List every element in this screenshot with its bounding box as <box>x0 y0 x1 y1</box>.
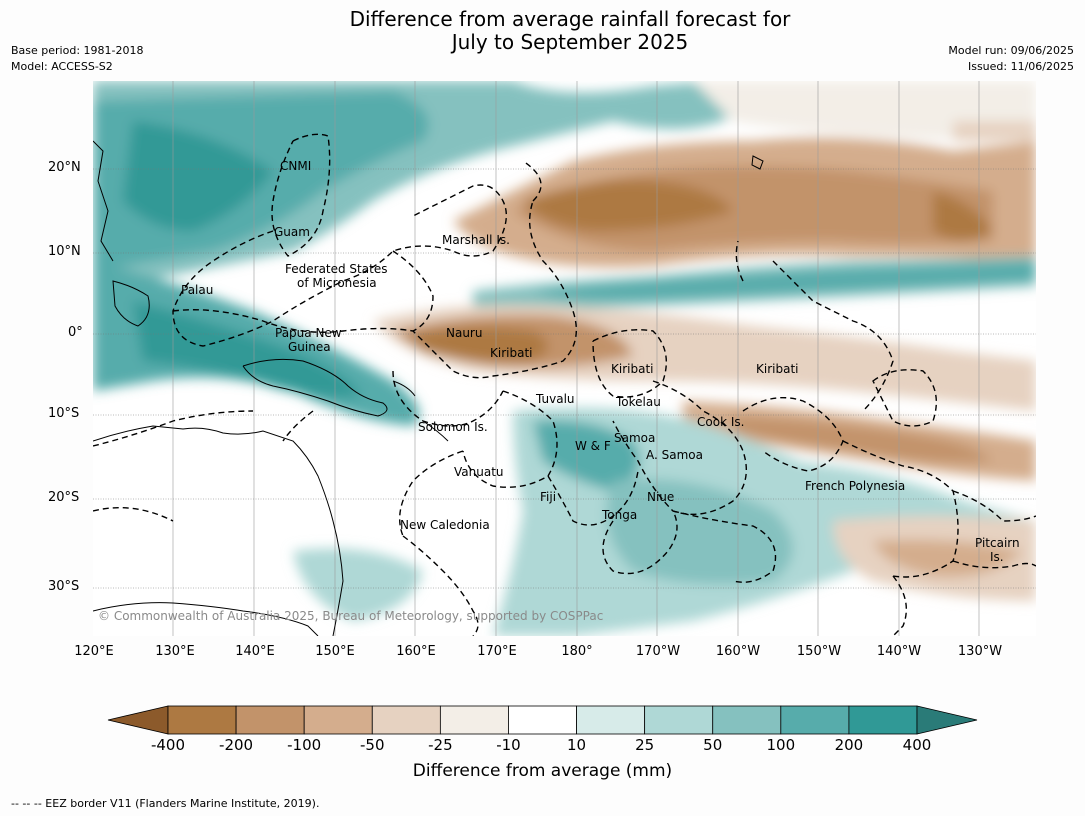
lon-label-150w: 150°W <box>796 644 842 659</box>
place-new-caledonia: New Caledonia <box>400 518 490 532</box>
eez-borders <box>93 133 1036 636</box>
colorbar-tick-label: -10 <box>496 736 521 754</box>
map-svg <box>93 81 1036 636</box>
lon-label-140w: 140°W <box>876 644 922 659</box>
lat-label-30s: 30°S <box>48 579 80 594</box>
colorbar-tick-label: -100 <box>287 736 322 754</box>
lon-label-130w: 130°W <box>957 644 1003 659</box>
colorbar-tick-label: 200 <box>834 736 864 754</box>
colorbar-tick-label: -50 <box>360 736 385 754</box>
place-nauru: Nauru <box>446 326 483 340</box>
place-palau: Palau <box>181 283 214 297</box>
colorbar-extend-low <box>107 705 169 735</box>
colorbar-cell <box>167 705 237 735</box>
issued-date: Issued: 11/06/2025 <box>967 60 1074 73</box>
colorbar-cell <box>780 705 850 735</box>
lat-label-0: 0° <box>68 325 83 340</box>
place-tuvalu: Tuvalu <box>536 392 575 406</box>
colorbar-cell <box>371 705 441 735</box>
rainfall-anomaly-field <box>93 81 1036 636</box>
colorbar-cell <box>439 705 509 735</box>
lon-label-170w: 170°W <box>635 644 681 659</box>
title-line-1: Difference from average rainfall forecas… <box>349 7 791 31</box>
colorbar-tick-label: 25 <box>635 736 655 754</box>
base-period: Base period: 1981-2018 <box>11 44 144 57</box>
place-kiribati-central: Kiribati <box>611 362 654 376</box>
coastlines <box>93 140 764 636</box>
colorbar-tick-label: 50 <box>703 736 723 754</box>
lon-label-140e: 140°E <box>235 644 275 659</box>
colorbar-tick-label: 100 <box>766 736 796 754</box>
colorbar-cells <box>107 705 978 735</box>
place-tonga: Tonga <box>602 508 638 522</box>
colorbar-extend-high <box>916 705 978 735</box>
place-tokelau: Tokelau <box>616 395 661 409</box>
place-vanuatu: Vanuatu <box>454 465 504 479</box>
colorbar <box>107 705 978 735</box>
graticule <box>93 168 1036 589</box>
colorbar-tick-label: 400 <box>902 736 932 754</box>
place-fiji: Fiji <box>540 490 557 504</box>
lon-label-120e: 120°E <box>74 644 114 659</box>
place-cook-is: Cook Is. <box>697 415 745 429</box>
lon-label-160w: 160°W <box>715 644 761 659</box>
model-run: Model run: 09/06/2025 <box>948 44 1074 57</box>
title-line-2: July to September 2025 <box>451 30 689 54</box>
lat-label-10s: 10°S <box>48 406 80 421</box>
lon-label-170e: 170°E <box>477 644 517 659</box>
eez-footnote: -- -- -- EEZ border V11 (Flanders Marine… <box>11 797 320 810</box>
colorbar-cell <box>576 705 646 735</box>
colorbar-cell <box>712 705 782 735</box>
place-american-samoa: A. Samoa <box>646 448 703 462</box>
chart-title: Difference from average rainfall forecas… <box>0 8 1085 54</box>
lon-label-180: 180° <box>561 644 593 659</box>
copyright-notice: © Commonwealth of Australia 2025, Bureau… <box>98 609 604 623</box>
lat-label-10n: 10°N <box>48 244 81 259</box>
colorbar-tick-label: 10 <box>566 736 587 754</box>
colorbar-cell <box>235 705 305 735</box>
colorbar-cell <box>644 705 714 735</box>
lon-label-160e: 160°E <box>396 644 436 659</box>
place-french-polynesia: French Polynesia <box>805 479 906 493</box>
place-fsm-line1: Federated States <box>285 262 388 276</box>
lon-label-130e: 130°E <box>155 644 195 659</box>
place-fsm-line2: of Micronesia <box>297 276 377 290</box>
place-niue: Niue <box>647 490 675 504</box>
meridians <box>172 81 980 636</box>
colorbar-tick-label: -25 <box>428 736 453 754</box>
meta-right: Model run: 09/06/2025 Issued: 11/06/2025 <box>948 43 1074 75</box>
place-guam: Guam <box>274 225 310 239</box>
place-png-line2: Guinea <box>288 340 331 354</box>
place-samoa: Samoa <box>614 431 656 445</box>
lat-label-20n: 20°N <box>48 160 81 175</box>
colorbar-cell <box>508 705 577 735</box>
place-kiribati-east: Kiribati <box>756 362 799 376</box>
place-marshall-is: Marshall Is. <box>442 233 510 247</box>
place-wallis-futuna: W & F <box>575 439 611 453</box>
place-pitcairn-line2: Is. <box>990 550 1004 564</box>
place-pitcairn-line1: Pitcairn <box>975 536 1020 550</box>
colorbar-cell <box>848 705 918 735</box>
colorbar-cell <box>303 705 373 735</box>
place-solomon-is: Solomon Is. <box>418 420 488 434</box>
colorbar-label: Difference from average (mm) <box>412 761 673 781</box>
place-cnmi: CNMI <box>280 159 312 173</box>
meta-left: Base period: 1981-2018 Model: ACCESS-S2 <box>11 43 143 75</box>
place-png-line1: Papua New <box>275 326 342 340</box>
lon-label-150e: 150°E <box>315 644 355 659</box>
place-kiribati-west: Kiribati <box>490 346 533 360</box>
rainfall-map <box>93 81 1036 636</box>
colorbar-tick-label: -200 <box>219 736 254 754</box>
model-name: Model: ACCESS-S2 <box>11 60 113 73</box>
lat-label-20s: 20°S <box>48 490 80 505</box>
colorbar-tick-label: -400 <box>150 736 186 754</box>
